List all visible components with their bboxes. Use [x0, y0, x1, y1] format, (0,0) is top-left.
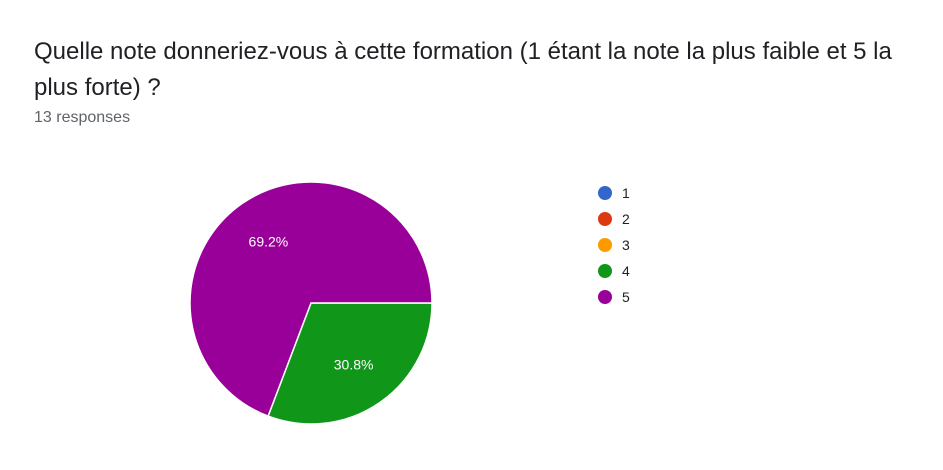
legend: 1 2 3 4 5	[598, 180, 630, 310]
legend-item-3[interactable]: 3	[598, 232, 630, 258]
legend-label-1: 1	[622, 185, 630, 201]
legend-swatch-2	[598, 212, 612, 226]
legend-swatch-1	[598, 186, 612, 200]
slice-label-5: 69.2%	[249, 233, 289, 249]
legend-swatch-4	[598, 264, 612, 278]
legend-item-5[interactable]: 5	[598, 284, 630, 310]
pie-slice-5[interactable]	[189, 181, 433, 418]
legend-swatch-3	[598, 238, 612, 252]
legend-item-4[interactable]: 4	[598, 258, 630, 284]
pie-slice-4[interactable]	[267, 302, 433, 425]
legend-item-2[interactable]: 2	[598, 206, 630, 232]
chart-title: Quelle note donneriez-vous à cette forma…	[34, 38, 892, 101]
legend-item-1[interactable]: 1	[598, 180, 630, 206]
slice-label-4: 30.8%	[334, 357, 374, 373]
response-count: 13 responses	[34, 109, 131, 126]
legend-label-5: 5	[622, 289, 630, 305]
legend-label-2: 2	[622, 211, 630, 227]
legend-label-4: 4	[622, 263, 630, 279]
legend-swatch-5	[598, 290, 612, 304]
legend-label-3: 3	[622, 237, 630, 253]
